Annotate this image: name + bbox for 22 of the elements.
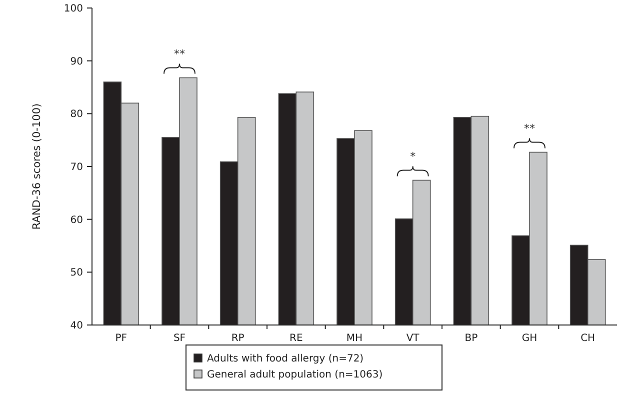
y-tick-label: 100 xyxy=(64,4,83,14)
x-tick-label: BP xyxy=(464,333,478,344)
annotation: ** xyxy=(524,122,536,136)
x-tick-label: SF xyxy=(173,333,186,344)
x-tick-label: MH xyxy=(346,333,363,344)
y-tick-label: 40 xyxy=(70,320,83,332)
x-tick-label: VT xyxy=(406,333,420,344)
legend-label: General adult population (n=1063) xyxy=(207,370,383,380)
x-tick-label: PF xyxy=(115,333,128,344)
annotation: ** xyxy=(174,48,186,61)
y-tick-label: 80 xyxy=(70,109,83,120)
y-tick-label: 90 xyxy=(70,56,83,68)
y-axis-title: RAND-36 scores (0-100) xyxy=(31,103,43,230)
annotation: * xyxy=(410,150,416,164)
y-tick-label: 50 xyxy=(70,268,83,279)
y-tick-label: 70 xyxy=(70,162,83,173)
x-tick-label: GH xyxy=(522,333,538,344)
x-tick-label: CH xyxy=(580,333,596,344)
y-tick-label: 60 xyxy=(70,214,83,226)
legend-label: Adults with food allergy (n=72) xyxy=(207,354,364,364)
x-tick-label: RP xyxy=(231,333,244,344)
x-tick-label: RE xyxy=(290,333,303,344)
